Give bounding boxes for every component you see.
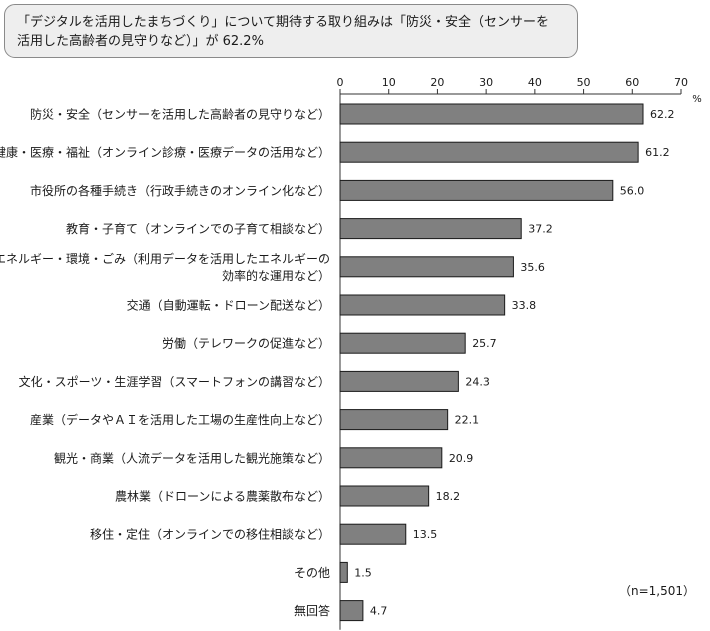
x-tick-label: 40 (528, 76, 542, 89)
bar-value-label: 20.9 (449, 452, 474, 465)
x-tick-label: 70 (674, 76, 688, 89)
title-line-1: 「デジタルを活用したまちづくり」について期待する取り組みは「防災・安全（センサー… (17, 15, 549, 30)
x-tick-label: 10 (382, 76, 396, 89)
category-label: 移住・定住（オンラインでの移住相談など） (90, 527, 330, 542)
category-label: 健康・医療・福祉（オンライン診療・医療データの活用など） (0, 145, 330, 160)
bar-value-label: 62.2 (650, 108, 675, 121)
bar-value-label: 4.7 (370, 605, 388, 618)
bar (339, 103, 644, 125)
bar (339, 523, 407, 545)
category-label: 文化・スポーツ・生涯学習（スマートフォンの講習など） (19, 374, 330, 389)
bar (339, 294, 506, 316)
title-box: 「デジタルを活用したまちづくり」について期待する取り組みは「防災・安全（センサー… (4, 4, 578, 58)
category-label: その他 (294, 566, 330, 580)
bar (339, 485, 430, 507)
bar-value-label: 61.2 (645, 146, 670, 159)
x-tick-label: 30 (479, 76, 493, 89)
category-label: 労働（テレワークの促進など） (162, 337, 330, 351)
category-label: 産業（データやＡＩを活用した工場の生産性向上など） (30, 412, 330, 427)
bar-value-label: 18.2 (436, 490, 461, 503)
bar (339, 218, 522, 240)
category-label: 交通（自動運転・ドローン配送など） (127, 298, 330, 313)
x-unit-label: % (692, 94, 702, 105)
bar (339, 409, 449, 431)
category-label: エネルギー・環境・ごみ（利用データを活用したエネルギーの (0, 251, 330, 266)
bar-value-label: 35.6 (520, 261, 545, 274)
x-tick-label: 20 (430, 76, 444, 89)
title-line-2: 活用した高齢者の見守りなど）」が 62.2% (17, 34, 264, 49)
category-label: 観光・商業（人流データを活用した観光施策など） (54, 450, 330, 465)
bar-value-label: 1.5 (354, 566, 372, 579)
bar (339, 179, 614, 201)
bar (339, 600, 364, 622)
bar-value-label: 24.3 (465, 375, 490, 388)
bar (339, 141, 639, 163)
bar-value-label: 33.8 (512, 299, 537, 312)
bar (339, 370, 459, 392)
category-label: 防災・安全（センサーを活用した高齢者の見守りなど） (30, 107, 330, 122)
bar (339, 447, 443, 469)
x-tick-label: 50 (577, 76, 591, 89)
sample-size-note: （n=1,501） (619, 584, 696, 598)
bar-value-label: 56.0 (620, 184, 645, 197)
bar-value-label: 13.5 (413, 528, 438, 541)
x-tick-label: 0 (337, 76, 344, 89)
category-label: 市役所の各種手続き（行政手続きのオンライン化など） (30, 183, 330, 198)
bar-value-label: 37.2 (528, 223, 553, 236)
bar (339, 561, 348, 583)
category-label: 無回答 (294, 603, 330, 618)
bar (339, 256, 514, 278)
bar-value-label: 25.7 (472, 337, 497, 350)
x-tick-label: 60 (625, 76, 639, 89)
bar (339, 332, 466, 354)
category-label: 効率的な運用など） (222, 268, 330, 283)
category-label: 農林業（ドローンによる農薬散布など） (115, 489, 330, 504)
bar-value-label: 22.1 (455, 414, 480, 427)
category-label: 教育・子育て（オンラインでの子育て相談など） (66, 221, 330, 236)
